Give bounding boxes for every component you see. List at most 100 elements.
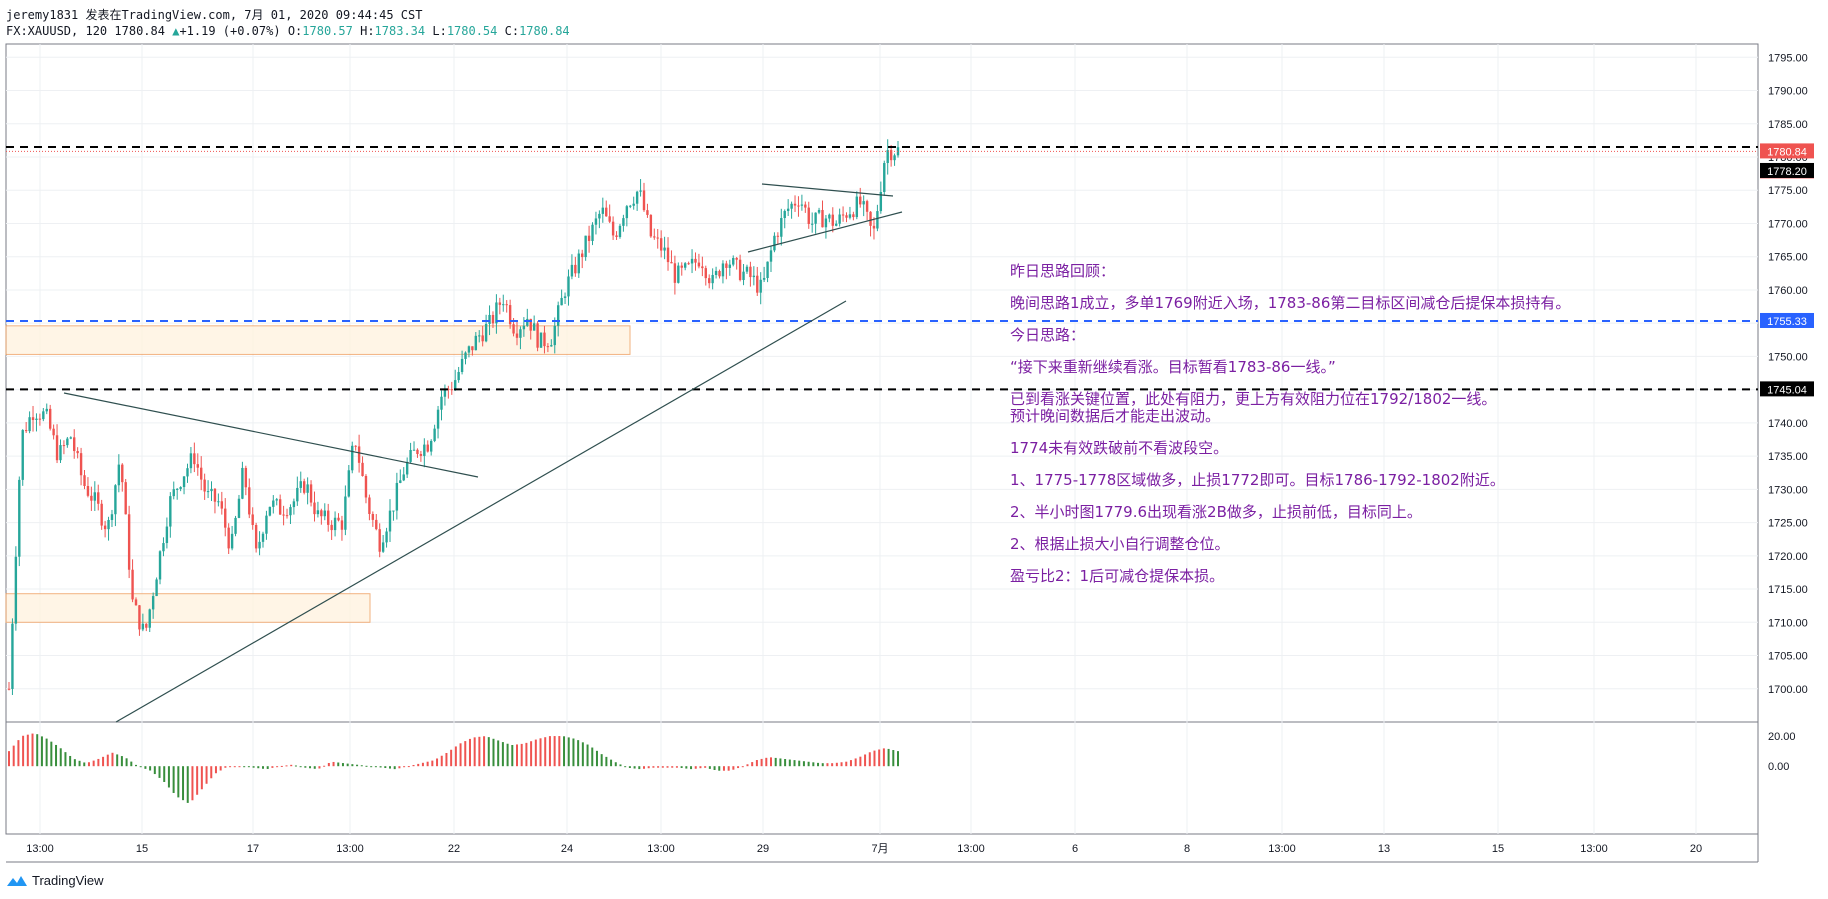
histogram-bar [817, 762, 820, 767]
histogram-bar [243, 766, 246, 768]
candle-body [838, 214, 841, 224]
y-tick-label: 1795.00 [1768, 52, 1808, 64]
x-tick-label: 29 [757, 843, 769, 855]
candle-body [347, 470, 351, 497]
histogram-bar [624, 766, 627, 768]
histogram-bar [73, 759, 76, 767]
candle-body [38, 418, 42, 420]
histogram-bar [501, 742, 504, 767]
triangle-lower-line[interactable] [747, 211, 903, 253]
candle-body [248, 487, 251, 515]
open-value: 1780.57 [302, 24, 353, 38]
candle-body [457, 371, 460, 381]
symbol-label[interactable]: FX:XAUUSD, 120 [6, 24, 108, 38]
level-top-tag-bg [1760, 162, 1814, 178]
candle-body [357, 446, 361, 463]
histogram-bar [633, 766, 636, 769]
candle-body [375, 519, 378, 530]
supply-zone-upper[interactable] [5, 325, 631, 355]
histogram-bar [468, 738, 471, 767]
histogram-bar [638, 766, 641, 770]
candle-body [158, 551, 162, 580]
candle-body [570, 264, 574, 277]
histogram-bar [600, 754, 603, 767]
histogram-bar [247, 766, 250, 768]
histogram-bar [351, 764, 354, 767]
candle-body [447, 388, 450, 390]
tradingview-logo-icon [7, 875, 27, 886]
candle-body [502, 304, 505, 306]
candle-body [711, 274, 714, 284]
candle-body [62, 445, 66, 447]
histogram-bar [779, 758, 782, 767]
histogram-bar [708, 766, 711, 769]
histogram-bar [511, 745, 514, 767]
demand-zone-lower[interactable] [5, 593, 371, 623]
candle-body [179, 487, 182, 489]
candle-body [24, 430, 28, 432]
candle-body [272, 500, 275, 507]
candle-body [536, 323, 539, 348]
histogram-bar [360, 765, 363, 767]
candle-body [855, 196, 859, 218]
histogram-bar [581, 742, 584, 767]
triangle-upper-line[interactable] [761, 183, 894, 197]
histogram-bar [563, 736, 566, 767]
change-value: +1.19 (+0.07%) [179, 24, 281, 38]
candle-body [543, 332, 546, 347]
footer-brand[interactable]: TradingView [6, 873, 104, 888]
candle-body [323, 510, 326, 517]
level-low-tag: 1745.04 [1767, 384, 1807, 396]
histogram-bar [849, 760, 852, 767]
candle-body [587, 235, 591, 241]
histogram-bar [628, 766, 631, 768]
candle-body [546, 346, 550, 348]
candle-body [381, 542, 385, 552]
note-line: 晚间思路1成立，多单1769附近入场，1783-86第二目标区间减仓后提保本损持… [1010, 294, 1571, 312]
candle-body [622, 218, 625, 226]
candle-body [155, 579, 158, 597]
candle-body [567, 276, 570, 297]
candle-body [268, 506, 272, 516]
histogram-bar [539, 738, 542, 767]
candle-body [186, 468, 189, 477]
histogram-bar [492, 738, 495, 767]
histogram-bar [450, 749, 453, 767]
candle-body [454, 380, 457, 390]
histogram-bar [285, 765, 288, 767]
candle-body [172, 489, 175, 497]
histogram-bar [271, 766, 274, 768]
candle-body [824, 218, 828, 228]
histogram-bar [892, 750, 895, 767]
note-line: 已到看涨关键位置，此处有阻力，更上方有效阻力位在1792/1802一线。 [1010, 390, 1497, 408]
histogram-bar [859, 756, 862, 767]
candle-body [97, 492, 100, 504]
histogram-bar [229, 766, 232, 768]
candle-body [556, 305, 560, 326]
candle-body [732, 257, 735, 265]
candle-body [265, 515, 268, 534]
y-tick-label: 1735.00 [1768, 451, 1808, 463]
histogram-bar [774, 757, 777, 767]
y-tick-label: 1705.00 [1768, 651, 1808, 663]
candle-body [52, 428, 55, 436]
histogram-group [8, 733, 899, 803]
candle-body [653, 236, 656, 238]
rising-trendline[interactable] [115, 300, 847, 723]
histogram-bar [520, 743, 523, 767]
histogram-bar [614, 762, 617, 767]
histogram-bar [788, 759, 791, 767]
histogram-bar [280, 765, 283, 767]
candle-body [351, 445, 354, 471]
histogram-bar [840, 762, 843, 767]
histogram-bar [440, 755, 443, 767]
x-tick-label: 24 [561, 843, 573, 855]
candle-body [845, 215, 848, 218]
descending-trendline[interactable] [63, 392, 479, 478]
histogram-bar [525, 742, 528, 767]
histogram-bar [821, 763, 824, 767]
candle-body [876, 211, 879, 229]
x-tick-label: 7月 [871, 843, 888, 855]
histogram-bar [530, 741, 533, 767]
